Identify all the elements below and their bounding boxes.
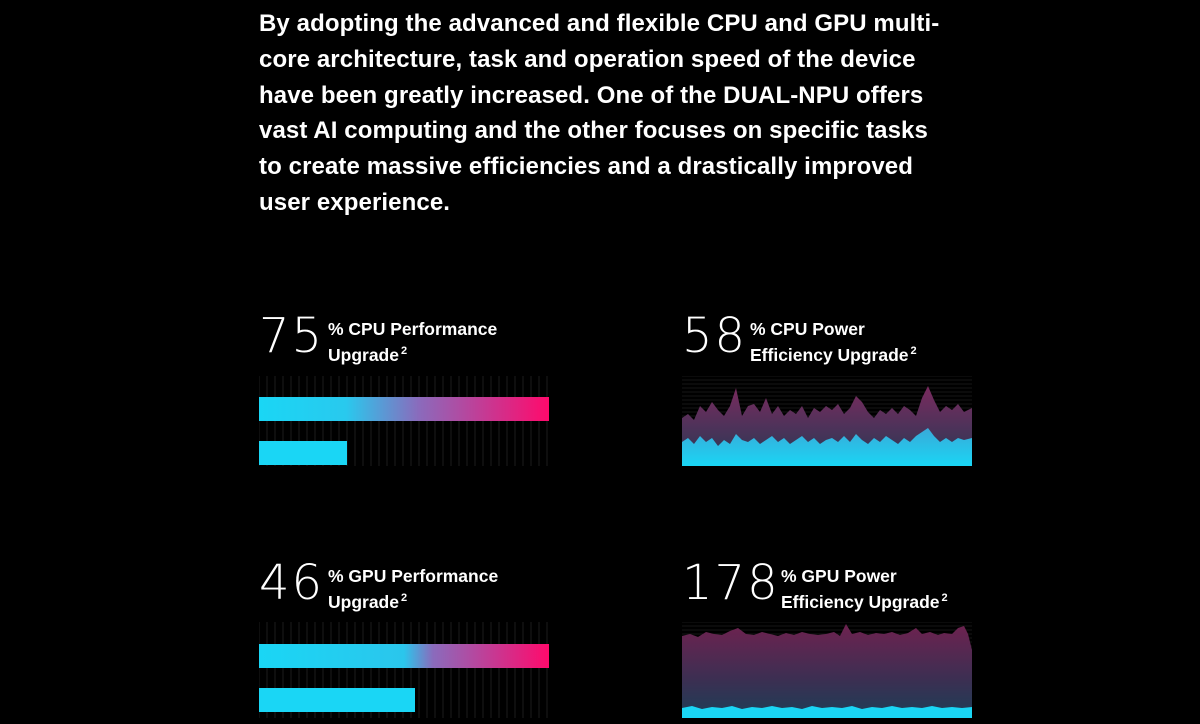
gpu-power-value: 178 xyxy=(682,555,780,611)
intro-line: user experience. xyxy=(259,188,451,216)
baseline-bar xyxy=(259,688,415,712)
upgraded-area xyxy=(682,624,972,718)
cpu-power-value: 58 xyxy=(682,308,748,364)
gpu-performance-value: 46 xyxy=(259,555,325,611)
cpu-power-label: % CPU Power Efficiency Upgrade 2 xyxy=(750,318,917,366)
intro-line: have been greatly increased. One of the … xyxy=(259,81,924,109)
intro-line: By adopting the advanced and flexible CP… xyxy=(259,10,940,37)
cpu-performance-label-line1: % CPU Performance xyxy=(328,319,498,339)
intro-line: to create massive efficiencies and a dra… xyxy=(259,153,914,181)
cpu-performance-value: 75 xyxy=(259,308,325,364)
baseline-area xyxy=(682,428,972,466)
baseline-bar xyxy=(259,441,347,465)
gpu-power-stat: 178 % GPU Power Efficiency Upgrade 2 xyxy=(682,555,982,613)
gpu-performance-stat: 46 % GPU Performance Upgrade 2 xyxy=(259,555,559,613)
footnote-marker: 2 xyxy=(941,592,948,604)
gpu-power-label-line2: Efficiency Upgrade xyxy=(781,592,940,612)
gpu-power-area-chart xyxy=(682,622,972,718)
cpu-power-label-line2: Efficiency Upgrade xyxy=(750,345,909,365)
cpu-power-area-chart xyxy=(682,376,972,466)
intro-paragraph: By adopting the advanced and flexible CP… xyxy=(259,6,979,221)
cpu-performance-bars xyxy=(259,376,549,466)
baseline-area xyxy=(682,706,972,718)
footnote-marker: 2 xyxy=(400,592,408,604)
gpu-performance-label: % GPU Performance Upgrade 2 xyxy=(328,565,498,613)
footnote-marker: 2 xyxy=(910,345,917,357)
cpu-performance-label-line2: Upgrade xyxy=(328,345,399,365)
upgraded-bar xyxy=(259,397,549,421)
upgraded-bar xyxy=(259,644,549,668)
cpu-performance-stat: 75 % CPU Performance Upgrade 2 xyxy=(259,308,559,366)
gpu-performance-label-line2: Upgrade xyxy=(328,592,399,612)
intro-line: vast AI computing and the other focuses … xyxy=(259,117,928,145)
gpu-power-label: % GPU Power Efficiency Upgrade 2 xyxy=(781,565,948,613)
gpu-performance-label-line1: % GPU Performance xyxy=(328,566,499,586)
footnote-marker: 2 xyxy=(400,345,408,357)
gpu-performance-bars xyxy=(259,622,549,718)
gpu-power-label-line1: % GPU Power xyxy=(781,566,897,586)
cpu-performance-label: % CPU Performance Upgrade 2 xyxy=(328,318,497,366)
cpu-power-label-line1: % CPU Power xyxy=(750,319,865,339)
intro-line: core architecture, task and operation sp… xyxy=(259,45,916,73)
cpu-power-stat: 58 % CPU Power Efficiency Upgrade 2 xyxy=(682,308,982,366)
